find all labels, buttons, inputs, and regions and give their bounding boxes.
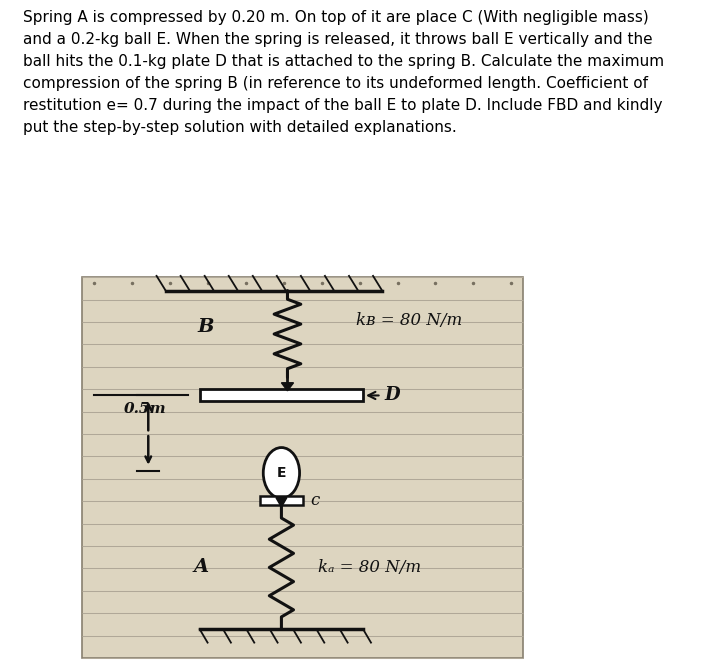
Text: Spring A is compressed by 0.20 m. On top of it are place C (With negligible mass: Spring A is compressed by 0.20 m. On top…	[23, 10, 664, 135]
Bar	[200, 389, 363, 401]
Text: E: E	[276, 466, 286, 480]
Bar	[260, 496, 303, 505]
Ellipse shape	[263, 448, 300, 498]
Text: D: D	[368, 387, 400, 404]
Text: kₐ = 80 N/m: kₐ = 80 N/m	[318, 559, 421, 576]
Text: A: A	[193, 558, 208, 576]
Text: 0.5m: 0.5m	[124, 403, 166, 417]
Polygon shape	[276, 498, 287, 507]
Text: c: c	[311, 492, 320, 509]
Text: kʙ = 80 N/m: kʙ = 80 N/m	[356, 312, 462, 329]
Polygon shape	[281, 383, 293, 391]
Text: B: B	[197, 319, 213, 336]
Bar	[81, 277, 523, 658]
